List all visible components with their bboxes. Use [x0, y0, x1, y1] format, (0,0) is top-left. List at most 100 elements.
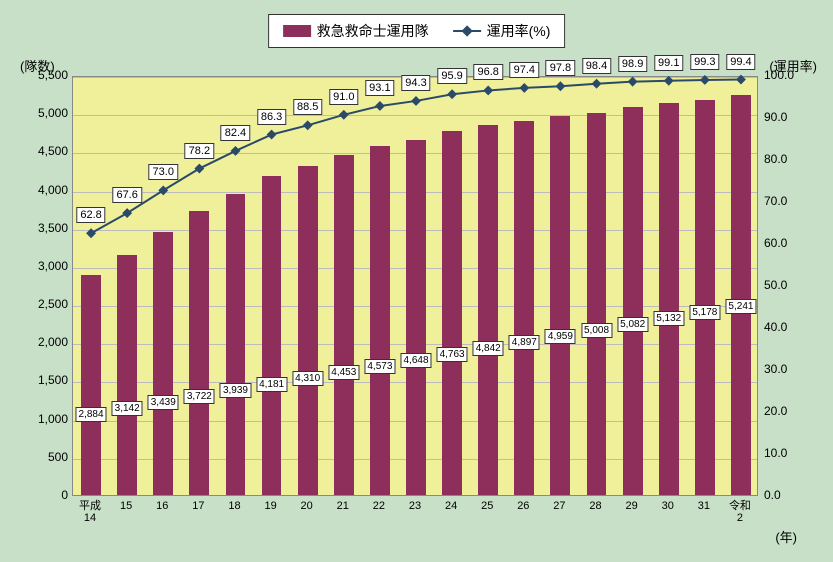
ytick-left: 2,500	[22, 297, 68, 311]
line-value-label: 62.8	[76, 207, 105, 223]
xtick: 平成 14	[79, 500, 101, 524]
bar-value-label: 2,884	[76, 407, 107, 422]
ytick-right: 10.0	[764, 446, 787, 460]
bar-value-label: 4,573	[364, 359, 395, 374]
bar	[81, 275, 101, 495]
ytick-right: 70.0	[764, 194, 787, 208]
line-value-label: 88.5	[293, 99, 322, 115]
line-marker	[267, 130, 277, 140]
bar-value-label: 5,132	[653, 311, 684, 326]
line-value-label: 97.8	[546, 60, 575, 76]
bar	[587, 113, 607, 495]
bar	[334, 155, 354, 495]
bar	[117, 255, 137, 495]
line-marker	[122, 208, 132, 218]
bar-value-label: 4,897	[509, 335, 540, 350]
line-value-label: 91.0	[329, 89, 358, 105]
line-marker	[231, 146, 241, 156]
legend-swatch-bar	[283, 25, 311, 37]
bar-value-label: 5,008	[581, 323, 612, 338]
bar	[695, 100, 715, 495]
line-marker	[194, 164, 204, 174]
bar-value-label: 3,722	[184, 389, 215, 404]
bar	[370, 146, 390, 495]
bar	[298, 166, 318, 495]
bar	[153, 232, 173, 495]
ytick-left: 1,500	[22, 373, 68, 387]
line-marker	[158, 185, 168, 195]
line-marker	[555, 81, 565, 91]
ytick-right: 100.0	[764, 68, 794, 82]
line-value-label: 67.6	[112, 187, 141, 203]
line-marker	[628, 77, 638, 87]
line-marker	[303, 120, 313, 130]
xtick: 29	[626, 500, 638, 512]
bar-value-label: 3,439	[148, 395, 179, 410]
xtick: 21	[337, 500, 349, 512]
x-axis-label: (年)	[775, 527, 797, 546]
xtick: 令和 2	[729, 500, 751, 524]
bar	[731, 95, 751, 495]
line-value-label: 98.4	[582, 58, 611, 74]
line-value-label: 98.9	[618, 56, 647, 72]
ytick-left: 4,500	[22, 144, 68, 158]
xtick: 19	[264, 500, 276, 512]
legend-label-bar: 救急救命士運用隊	[317, 21, 429, 41]
ytick-left: 1,000	[22, 412, 68, 426]
bar	[442, 131, 462, 495]
bar-value-label: 4,763	[437, 347, 468, 362]
gridline	[73, 115, 757, 116]
xtick: 26	[517, 500, 529, 512]
bar	[478, 125, 498, 495]
ytick-right: 30.0	[764, 362, 787, 376]
line-marker	[411, 96, 421, 106]
ytick-right: 50.0	[764, 278, 787, 292]
ytick-left: 5,000	[22, 106, 68, 120]
bar	[514, 121, 534, 495]
ytick-left: 2,000	[22, 335, 68, 349]
xtick: 27	[553, 500, 565, 512]
bar	[226, 194, 246, 495]
chart-container: 救急救命士運用隊 運用率(%) (隊数) (運用率) (年) 2,88462.8…	[0, 0, 833, 562]
bar-value-label: 5,241	[725, 299, 756, 314]
bar-value-label: 3,939	[220, 383, 251, 398]
bar-value-label: 5,178	[689, 305, 720, 320]
xtick: 28	[589, 500, 601, 512]
ytick-right: 80.0	[764, 152, 787, 166]
legend-item-bar: 救急救命士運用隊	[283, 21, 429, 41]
line-marker	[592, 79, 602, 89]
ytick-right: 90.0	[764, 110, 787, 124]
xtick: 16	[156, 500, 168, 512]
line-value-label: 97.4	[510, 62, 539, 78]
ytick-left: 3,500	[22, 221, 68, 235]
ytick-left: 5,500	[22, 68, 68, 82]
legend-swatch-line	[453, 30, 481, 32]
bar	[550, 116, 570, 495]
line-value-label: 99.4	[726, 54, 755, 70]
line-value-label: 96.8	[473, 64, 502, 80]
bar	[406, 140, 426, 495]
xtick: 24	[445, 500, 457, 512]
xtick: 25	[481, 500, 493, 512]
xtick: 20	[301, 500, 313, 512]
bar-value-label: 4,648	[400, 353, 431, 368]
line-value-label: 94.3	[401, 75, 430, 91]
ytick-left: 0	[22, 488, 68, 502]
bar	[659, 103, 679, 495]
ytick-left: 3,000	[22, 259, 68, 273]
bar-value-label: 4,310	[292, 371, 323, 386]
legend-item-line: 運用率(%)	[453, 21, 551, 41]
xtick: 31	[698, 500, 710, 512]
line-marker	[375, 101, 385, 111]
bar-value-label: 4,181	[256, 377, 287, 392]
bar	[262, 176, 282, 495]
line-value-label: 99.1	[654, 55, 683, 71]
line-marker	[519, 83, 529, 93]
plot-area: 2,88462.83,14267.63,43973.03,72278.23,93…	[72, 76, 758, 496]
xtick: 15	[120, 500, 132, 512]
xtick: 23	[409, 500, 421, 512]
bar-value-label: 3,142	[112, 401, 143, 416]
xtick: 30	[662, 500, 674, 512]
legend-label-line: 運用率(%)	[487, 21, 551, 41]
ytick-right: 40.0	[764, 320, 787, 334]
